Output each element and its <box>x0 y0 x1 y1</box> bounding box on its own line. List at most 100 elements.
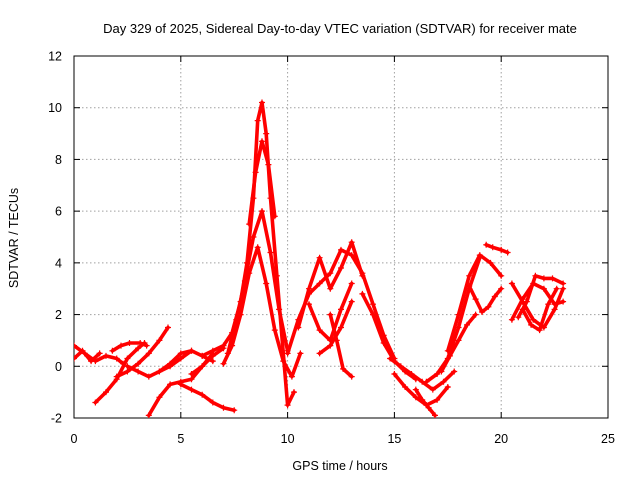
data-point <box>316 350 323 357</box>
series-arc-16 <box>295 239 366 331</box>
data-point <box>156 337 163 344</box>
data-point <box>434 396 441 403</box>
data-point <box>74 342 77 349</box>
data-point <box>438 368 445 375</box>
data-point <box>177 350 184 357</box>
data-point <box>113 373 120 380</box>
x-tick-labels: 0 5 10 15 20 25 <box>71 432 615 446</box>
data-point <box>209 352 216 359</box>
data-point <box>508 280 515 287</box>
data-point <box>412 386 419 393</box>
data-point <box>79 347 86 354</box>
data-point <box>220 342 227 349</box>
data-point <box>412 394 419 401</box>
data-point <box>284 402 291 409</box>
data-point <box>425 404 432 411</box>
data-point <box>250 234 257 240</box>
data-point <box>391 371 398 377</box>
data-point <box>523 298 530 305</box>
data-point <box>402 384 409 390</box>
data-point <box>560 285 567 292</box>
series-arc-13 <box>224 208 291 357</box>
data-point <box>124 363 131 370</box>
x-tick-label: 15 <box>387 432 401 446</box>
data-point <box>156 394 163 401</box>
data-point <box>498 285 505 292</box>
data-point <box>177 381 184 388</box>
data-point <box>241 278 248 284</box>
data-point <box>530 316 537 323</box>
chart-title: Day 329 of 2025, Sidereal Day-to-day VTE… <box>103 21 577 36</box>
data-point <box>370 311 376 318</box>
data-point <box>233 316 240 323</box>
series-line <box>516 274 565 319</box>
series-line <box>93 341 147 405</box>
data-point <box>316 327 323 334</box>
data-point <box>545 301 552 308</box>
series-arc-12 <box>220 244 304 380</box>
y-tick-label: 8 <box>55 153 62 167</box>
data-point <box>560 298 567 305</box>
data-point <box>135 368 142 375</box>
axis-ticks <box>73 55 609 419</box>
data-point <box>188 347 195 354</box>
data-point <box>145 373 152 380</box>
data-point <box>103 352 109 359</box>
data-point <box>109 347 116 354</box>
data-point <box>455 337 462 344</box>
series-arc-2 <box>74 347 103 365</box>
data-point <box>508 316 515 323</box>
data-point <box>333 337 340 344</box>
data-point <box>267 249 274 256</box>
data-point <box>92 399 99 406</box>
data-point <box>126 340 133 346</box>
data-point <box>380 340 387 346</box>
series-line <box>424 255 482 384</box>
data-point <box>316 280 323 287</box>
data-point <box>338 246 344 253</box>
data-point <box>327 342 334 349</box>
data-point <box>491 293 498 300</box>
data-point <box>348 298 355 305</box>
data-point <box>472 311 479 318</box>
data-point <box>297 350 304 357</box>
series-arc-26 <box>444 252 505 354</box>
data-point <box>271 327 278 334</box>
series-line <box>226 209 290 356</box>
data-point <box>327 311 334 318</box>
data-point <box>199 391 206 398</box>
y-tick-label: 12 <box>48 50 62 64</box>
data-point <box>551 301 558 308</box>
data-point <box>408 371 415 377</box>
data-point <box>472 296 479 303</box>
data-point <box>515 314 522 321</box>
y-tick-label: 4 <box>55 256 62 270</box>
data-point <box>188 371 195 377</box>
data-point <box>446 352 453 359</box>
data-point <box>504 249 511 256</box>
data-point <box>118 342 124 349</box>
data-point <box>271 213 278 220</box>
data-point <box>498 246 505 253</box>
data-point <box>74 355 77 362</box>
data-point <box>483 241 490 248</box>
data-point <box>165 324 171 331</box>
data-point <box>259 138 265 145</box>
series-line <box>467 284 503 314</box>
data-point <box>528 321 535 328</box>
data-point <box>291 389 297 396</box>
data-point <box>338 324 344 331</box>
data-point <box>265 161 272 168</box>
data-point <box>476 252 483 259</box>
series-line <box>484 243 510 255</box>
data-point <box>145 350 152 357</box>
data-point <box>419 396 426 403</box>
series-arc-9 <box>177 381 238 414</box>
data-point <box>246 221 253 228</box>
data-point <box>540 275 547 282</box>
data-point <box>348 239 355 246</box>
x-tick-label: 25 <box>601 432 615 446</box>
data-point <box>536 327 543 334</box>
data-point <box>434 371 441 377</box>
